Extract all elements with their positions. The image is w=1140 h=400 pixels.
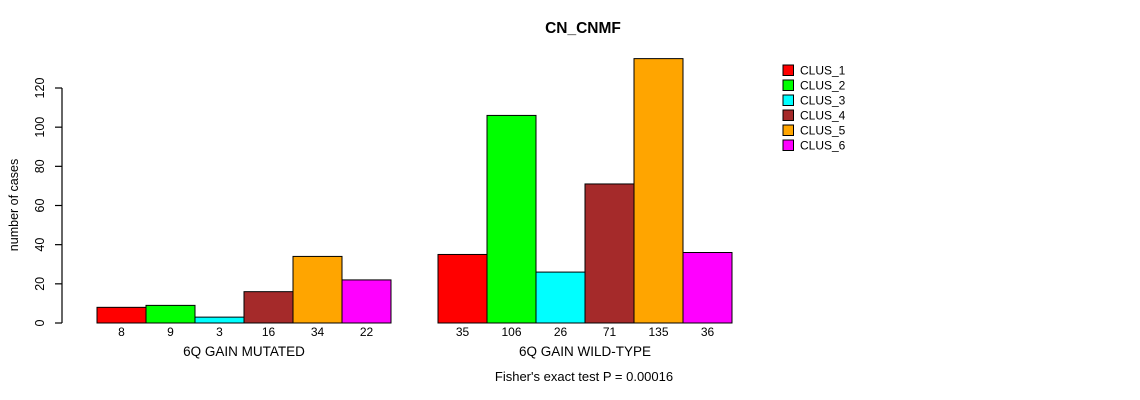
- legend-label-clus-1: CLUS_1: [800, 64, 846, 78]
- bar-value-label: 34: [311, 325, 325, 339]
- bar-value-label: 16: [262, 325, 276, 339]
- y-tick-label: 60: [33, 199, 47, 213]
- bar-clus_4-group2: [584, 183, 635, 324]
- bar-clus_5-group2: [633, 58, 684, 324]
- bar-value-label: 22: [360, 325, 374, 339]
- legend-label-clus-6: CLUS_6: [800, 139, 846, 153]
- y-tick-label: 120: [33, 78, 47, 99]
- legend-swatch-clus-4: [782, 109, 794, 121]
- plot-area: 0 20 40 60 80 100 120 8 9 3 16 34 22 35 106 26 71 135 36: [33, 58, 733, 339]
- group-label-mutated: 6Q GAIN MUTATED: [183, 344, 305, 359]
- bar-clus_1-group1: [96, 306, 147, 324]
- bar-value-label: 71: [603, 325, 617, 339]
- y-tick-label: 20: [33, 277, 47, 291]
- fisher-test-annotation: Fisher's exact test P = 0.00016: [495, 369, 673, 384]
- bar-value-label: 35: [456, 325, 470, 339]
- bar-value-label: 106: [501, 325, 521, 339]
- legend-swatch-clus-5: [782, 124, 794, 136]
- legend-label-clus-2: CLUS_2: [800, 79, 846, 93]
- y-tick-label: 0: [33, 319, 47, 326]
- y-tick-label: 100: [33, 117, 47, 138]
- legend: CLUS_1 CLUS_2 CLUS_3 CLUS_4 CLUS_5 CLUS_…: [782, 64, 846, 153]
- bar-clus_2-group1: [145, 304, 196, 324]
- bar-clus_1-group2: [437, 253, 488, 324]
- y-tick-label: 80: [33, 159, 47, 173]
- legend-swatch-clus-1: [782, 64, 794, 76]
- legend-swatch-clus-6: [782, 139, 794, 151]
- bar-value-label: 26: [554, 325, 568, 339]
- y-tick-label: 40: [33, 238, 47, 252]
- bar-clus_5-group1: [292, 255, 343, 324]
- bar-clus_6-group1: [341, 279, 392, 324]
- bar-value-label: 3: [216, 325, 223, 339]
- chart-title: CN_CNMF: [545, 20, 621, 37]
- y-axis-title: number of cases: [7, 159, 21, 251]
- group-label-wild-type: 6Q GAIN WILD-TYPE: [519, 344, 651, 359]
- legend-label-clus-4: CLUS_4: [800, 109, 846, 123]
- bar-clus_2-group2: [486, 114, 537, 324]
- bar-value-label: 9: [167, 325, 174, 339]
- bar-clus_6-group2: [682, 252, 733, 324]
- bar-clus_3-group2: [535, 271, 586, 324]
- bar-value-label: 8: [118, 325, 125, 339]
- bar-clus_3-group1: [194, 316, 245, 324]
- bar-clus_4-group1: [243, 291, 294, 324]
- legend-label-clus-3: CLUS_3: [800, 94, 846, 108]
- legend-label-clus-5: CLUS_5: [800, 124, 846, 138]
- legend-swatch-clus-2: [782, 79, 794, 91]
- legend-swatch-clus-3: [782, 94, 794, 106]
- bar-value-label: 135: [648, 325, 668, 339]
- bar-value-label: 36: [701, 325, 715, 339]
